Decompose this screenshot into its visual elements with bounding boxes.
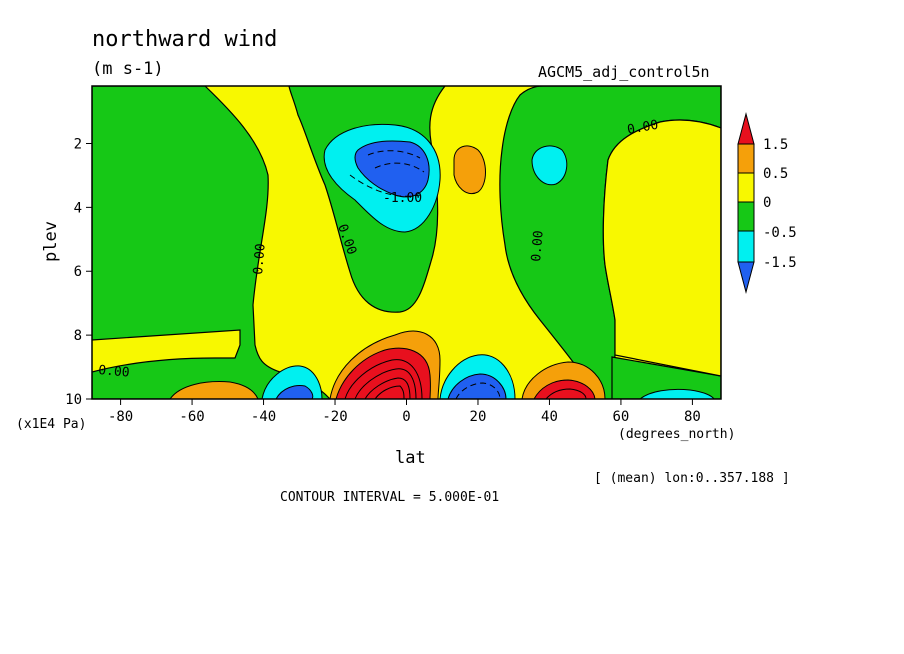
x-tick-label: 40 <box>541 409 558 425</box>
contour-fill-red-center <box>335 347 431 399</box>
x-tick-label: -80 <box>108 409 133 425</box>
colorbar-label: 1.5 <box>763 137 788 153</box>
contour-label: 0.00 <box>98 363 131 381</box>
x-tick-label: -40 <box>251 409 276 425</box>
contour-label: 0.00 <box>529 230 547 263</box>
chart-units: (m s-1) <box>92 59 164 79</box>
y-tick-label: 4 <box>74 200 82 216</box>
contour-fill-blue-sw <box>275 385 314 399</box>
chart-title: northward wind <box>92 27 277 52</box>
contour-interval-note: CONTOUR INTERVAL = 5.000E-01 <box>280 490 499 505</box>
y-tick-label: 2 <box>74 136 82 152</box>
colorbar-segment <box>737 172 755 203</box>
plot-area: 0.00 0.00 0.00 0.00 0.00 -1.00 <box>91 85 722 400</box>
contour-label: -1.00 <box>383 191 422 206</box>
contour-fill-blue-mid <box>447 373 507 399</box>
x-axis-title: lat <box>395 448 426 468</box>
colorbar-label: 0.5 <box>763 166 788 182</box>
x-tick-label: 80 <box>684 409 701 425</box>
x-tick-label: 60 <box>613 409 630 425</box>
dataset-label: AGCM5_adj_control5n <box>538 63 710 81</box>
x-axis: -80 -60 -40 -20 0 20 40 60 80 <box>108 399 701 425</box>
y-tick-label: 10 <box>65 392 82 408</box>
y-tick-label: 8 <box>74 328 82 344</box>
contour-fill-orange-upper <box>453 145 486 194</box>
colorbar-segment <box>737 143 755 174</box>
colorbar-label: -0.5 <box>763 225 797 241</box>
y-tick-label: 6 <box>74 264 82 280</box>
x-tick-label: 0 <box>402 409 410 425</box>
x-tick-label: -20 <box>322 409 347 425</box>
filled-contours <box>92 86 721 399</box>
colorbar-cap-top <box>737 112 755 145</box>
contour-fill-cyan-ne <box>531 145 568 186</box>
y-axis: 2 4 6 8 10 <box>65 136 92 408</box>
contour-label: 0.00 <box>626 118 659 138</box>
colorbar: 1.5 0.5 0 -0.5 -1.5 <box>737 112 797 294</box>
contour-fill-green-north-low <box>611 356 721 399</box>
contour-fill-green-south <box>92 86 331 399</box>
x-tick-label: -60 <box>179 409 204 425</box>
colorbar-segment <box>737 201 755 232</box>
contour-fill-cyan-se <box>639 388 715 399</box>
x-tick-label: 20 <box>470 409 487 425</box>
contour-label: 0.00 <box>251 243 269 276</box>
colorbar-cap-bottom <box>737 261 755 294</box>
colorbar-segment <box>737 230 755 263</box>
averaging-note: [ (mean) lon:0..357.188 ] <box>594 471 790 486</box>
colorbar-label: 0 <box>763 195 771 211</box>
x-axis-units: (degrees_north) <box>618 427 735 442</box>
y-axis-units: (x1E4 Pa) <box>16 417 86 432</box>
contour-fill-blue-center <box>354 140 430 198</box>
contour-fill-yellow-ne <box>602 119 721 377</box>
contour-fill-orange-sw <box>169 381 259 399</box>
colorbar-label: -1.5 <box>763 255 797 271</box>
y-axis-title: plev <box>41 221 61 262</box>
